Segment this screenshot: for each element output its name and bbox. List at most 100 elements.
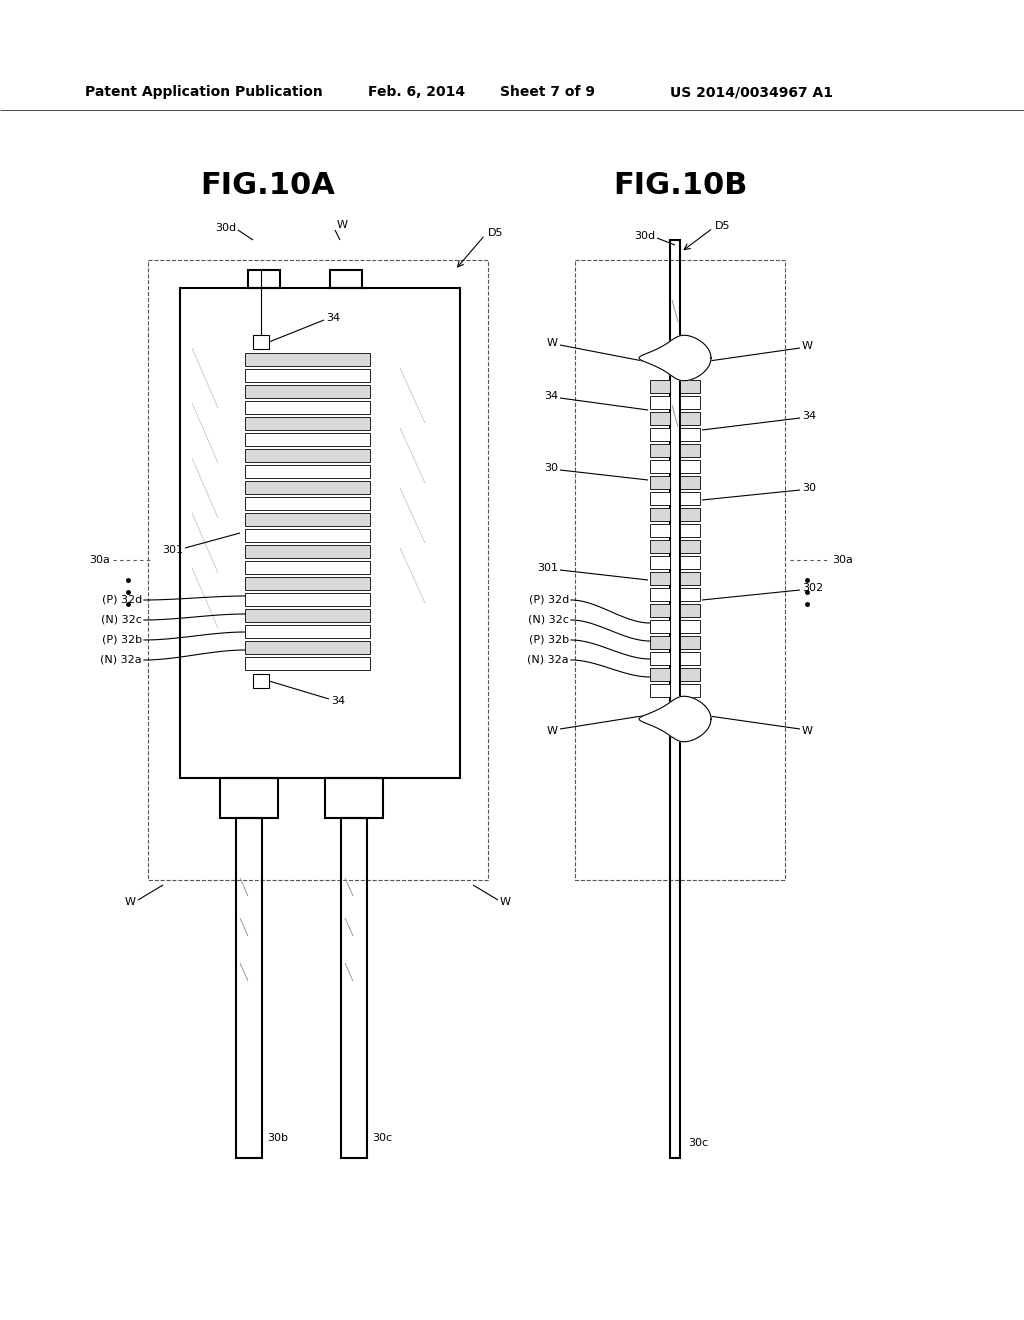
Bar <box>245 417 370 430</box>
Text: (P) 32d: (P) 32d <box>528 595 569 605</box>
Bar <box>680 668 700 681</box>
Bar <box>680 444 700 457</box>
Bar <box>650 380 670 393</box>
Bar <box>680 605 700 616</box>
Bar <box>680 508 700 521</box>
Bar <box>650 556 670 569</box>
Bar <box>680 556 700 569</box>
Bar <box>650 477 670 488</box>
Text: (P) 32d: (P) 32d <box>101 595 142 605</box>
Bar <box>680 540 700 553</box>
Text: 34: 34 <box>802 411 816 421</box>
Bar <box>680 380 700 393</box>
Bar <box>650 428 670 441</box>
Text: (N) 32a: (N) 32a <box>100 655 142 665</box>
Text: (N) 32a: (N) 32a <box>527 655 569 665</box>
Text: 30a: 30a <box>831 554 853 565</box>
Bar <box>680 684 700 697</box>
Bar <box>680 572 700 585</box>
Bar <box>650 587 670 601</box>
Bar <box>245 401 370 414</box>
Text: (P) 32b: (P) 32b <box>528 635 569 645</box>
Text: W: W <box>337 220 348 230</box>
Bar <box>248 271 280 288</box>
Bar <box>680 459 700 473</box>
Bar <box>236 818 262 1158</box>
Bar <box>180 288 460 777</box>
Text: 34: 34 <box>544 391 558 401</box>
Bar <box>650 652 670 665</box>
Bar <box>680 652 700 665</box>
Text: (N) 32c: (N) 32c <box>101 615 142 624</box>
Bar <box>680 412 700 425</box>
Bar <box>650 572 670 585</box>
Bar <box>330 271 362 288</box>
Bar <box>650 668 670 681</box>
Bar <box>650 508 670 521</box>
Bar <box>245 529 370 543</box>
Bar <box>650 684 670 697</box>
Text: (P) 32b: (P) 32b <box>101 635 142 645</box>
Bar <box>650 492 670 506</box>
Bar <box>680 477 700 488</box>
Bar <box>245 352 370 366</box>
Polygon shape <box>639 696 711 742</box>
Bar <box>245 624 370 638</box>
Bar <box>680 636 700 649</box>
Bar <box>245 561 370 574</box>
Text: 30c: 30c <box>372 1133 392 1143</box>
Bar <box>341 818 367 1158</box>
Text: Patent Application Publication: Patent Application Publication <box>85 84 323 99</box>
Bar <box>245 513 370 525</box>
Text: W: W <box>125 898 136 907</box>
Bar <box>220 777 278 818</box>
Text: 30d: 30d <box>634 231 655 242</box>
Text: Sheet 7 of 9: Sheet 7 of 9 <box>500 84 595 99</box>
Bar <box>680 396 700 409</box>
Text: 301: 301 <box>162 545 183 554</box>
Text: W: W <box>547 726 558 737</box>
Bar <box>650 605 670 616</box>
Text: 30a: 30a <box>89 554 110 565</box>
Text: 301: 301 <box>537 564 558 573</box>
Text: 34: 34 <box>331 696 345 706</box>
Text: D5: D5 <box>715 220 730 231</box>
Text: W: W <box>547 338 558 348</box>
Bar <box>253 335 269 348</box>
Bar <box>670 240 680 1158</box>
Bar <box>245 465 370 478</box>
Bar <box>650 459 670 473</box>
Text: 30: 30 <box>544 463 558 473</box>
Text: 30d: 30d <box>215 223 236 234</box>
Text: 30c: 30c <box>688 1138 709 1148</box>
Bar <box>245 657 370 671</box>
Bar <box>253 675 269 688</box>
Bar <box>245 545 370 558</box>
Bar <box>650 620 670 634</box>
Text: 30b: 30b <box>267 1133 288 1143</box>
Text: 30: 30 <box>802 483 816 492</box>
Text: (N) 32c: (N) 32c <box>528 615 569 624</box>
Bar <box>680 524 700 537</box>
Bar <box>245 433 370 446</box>
Bar <box>650 412 670 425</box>
Text: 302: 302 <box>802 583 823 593</box>
Text: W: W <box>802 341 813 351</box>
Text: D5: D5 <box>488 228 504 238</box>
Bar <box>245 593 370 606</box>
Bar <box>650 540 670 553</box>
Bar <box>680 428 700 441</box>
Bar <box>148 260 488 880</box>
Bar <box>680 492 700 506</box>
Text: W: W <box>500 898 511 907</box>
Bar <box>245 609 370 622</box>
Bar <box>650 524 670 537</box>
Bar <box>245 370 370 381</box>
Text: US 2014/0034967 A1: US 2014/0034967 A1 <box>670 84 833 99</box>
Bar <box>575 260 785 880</box>
Bar <box>245 385 370 399</box>
Bar <box>680 587 700 601</box>
Bar <box>650 444 670 457</box>
Bar <box>680 620 700 634</box>
Polygon shape <box>639 335 711 380</box>
